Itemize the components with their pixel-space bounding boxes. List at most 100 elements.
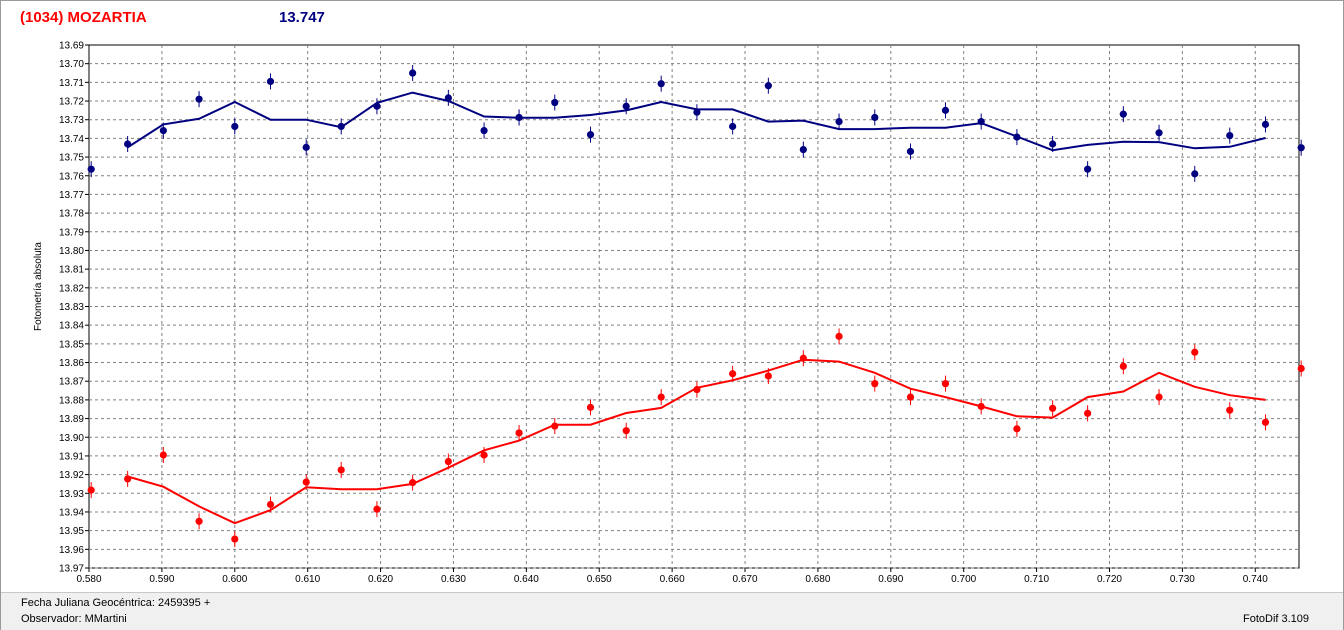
data-point: [906, 147, 915, 156]
y-tick-label: 13.90: [59, 433, 84, 444]
data-point: [1155, 129, 1163, 137]
software-version: FotoDif 3.109: [1243, 613, 1310, 625]
data-point: [835, 332, 843, 340]
data-series: [87, 65, 1305, 548]
data-point: [1226, 406, 1234, 414]
y-tick-label: 13.76: [59, 171, 84, 182]
y-tick-label: 13.80: [59, 246, 84, 257]
data-point: [1297, 364, 1305, 373]
data-point: [231, 122, 239, 131]
data-point: [764, 372, 772, 380]
reference-magnitude: 13.747: [279, 9, 325, 26]
data-point: [515, 429, 523, 437]
data-point: [409, 479, 417, 487]
y-axis-label: Fotometría absoluta: [33, 242, 44, 331]
y-tick-label: 13.74: [59, 134, 84, 145]
data-point: [551, 98, 559, 107]
data-point: [941, 380, 950, 388]
data-point: [195, 95, 203, 103]
x-tick-label: 0.660: [660, 574, 685, 585]
x-tick-label: 0.590: [149, 574, 174, 585]
data-point: [799, 354, 807, 362]
data-point: [1084, 165, 1092, 173]
x-tick-label: 0.610: [295, 574, 320, 585]
data-point: [693, 108, 701, 116]
data-point: [444, 94, 452, 102]
y-tick-label: 13.92: [59, 470, 84, 481]
data-point: [480, 126, 488, 135]
y-tick-label: 13.94: [59, 507, 84, 518]
y-tick-label: 13.69: [59, 41, 84, 52]
data-point: [693, 386, 701, 394]
axis-ticks: 13.69 13.70 13.71 13.72 13.73 13.74 13.75 13.76…: [59, 41, 1268, 586]
y-tick-label: 13.93: [59, 489, 84, 500]
x-tick-label: 0.710: [1024, 574, 1049, 585]
asteroid-title: (1034) MOZARTIA: [20, 9, 147, 26]
data-point: [622, 102, 630, 110]
x-tick-label: 0.630: [441, 574, 466, 585]
y-tick-label: 13.87: [59, 377, 84, 388]
data-point: [159, 126, 167, 135]
x-tick-label: 0.700: [951, 574, 976, 585]
y-tick-label: 13.78: [59, 209, 84, 220]
y-tick-label: 13.89: [59, 414, 84, 425]
data-point: [124, 140, 132, 148]
y-tick-label: 13.97: [59, 564, 84, 575]
data-point: [302, 478, 310, 486]
data-point: [87, 486, 95, 494]
y-tick-label: 13.71: [59, 78, 84, 89]
data-point: [977, 402, 985, 411]
data-point: [337, 122, 345, 131]
data-point: [657, 80, 665, 88]
data-point: [87, 165, 95, 173]
lightcurve-chart: 13.69 13.70 13.71 13.72 13.73 13.74 13.75 13.76…: [33, 41, 1305, 586]
data-point: [195, 517, 203, 525]
x-tick-label: 0.670: [733, 574, 758, 585]
y-tick-label: 13.88: [59, 395, 84, 406]
data-point: [941, 106, 950, 114]
data-point: [906, 393, 915, 401]
y-tick-label: 13.85: [59, 339, 84, 350]
y-tick-label: 13.91: [59, 451, 84, 462]
data-point: [586, 403, 595, 411]
x-tick-label: 0.650: [587, 574, 612, 585]
data-point: [551, 422, 559, 430]
data-point: [586, 131, 595, 139]
y-tick-label: 13.82: [59, 283, 84, 294]
data-point: [124, 475, 132, 483]
x-tick-label: 0.690: [878, 574, 903, 585]
data-point: [1261, 120, 1270, 128]
x-tick-label: 0.680: [805, 574, 830, 585]
data-point: [1049, 404, 1057, 412]
data-point: [729, 122, 737, 131]
data-point: [1084, 409, 1092, 417]
data-point: [799, 146, 807, 154]
data-point: [1013, 133, 1021, 141]
data-point: [231, 535, 239, 543]
data-point: [1226, 131, 1234, 140]
data-point: [480, 451, 488, 459]
data-point: [1155, 393, 1163, 401]
grid-lines: [89, 45, 1299, 569]
data-point: [1261, 418, 1270, 426]
data-point: [1191, 170, 1199, 178]
x-tick-label: 0.740: [1243, 574, 1268, 585]
data-point: [657, 393, 665, 401]
y-tick-label: 13.77: [59, 190, 84, 201]
data-point: [373, 505, 381, 513]
data-point: [1297, 144, 1305, 152]
data-point: [302, 143, 310, 151]
data-point: [1119, 362, 1127, 370]
data-point: [159, 451, 167, 459]
data-point: [1119, 110, 1127, 118]
data-point: [835, 117, 843, 126]
y-tick-label: 13.70: [59, 59, 84, 70]
y-tick-label: 13.84: [59, 321, 84, 332]
status-footer: Fecha Juliana Geocéntrica: 2459395 + Obs…: [1, 592, 1343, 630]
data-point: [977, 117, 985, 126]
data-point: [444, 457, 452, 466]
x-tick-label: 0.730: [1170, 574, 1195, 585]
observer-label: Observador: MMartini: [21, 613, 127, 625]
julian-date-label: Fecha Juliana Geocéntrica: 2459395 +: [21, 597, 211, 609]
x-tick-label: 0.640: [514, 574, 539, 585]
